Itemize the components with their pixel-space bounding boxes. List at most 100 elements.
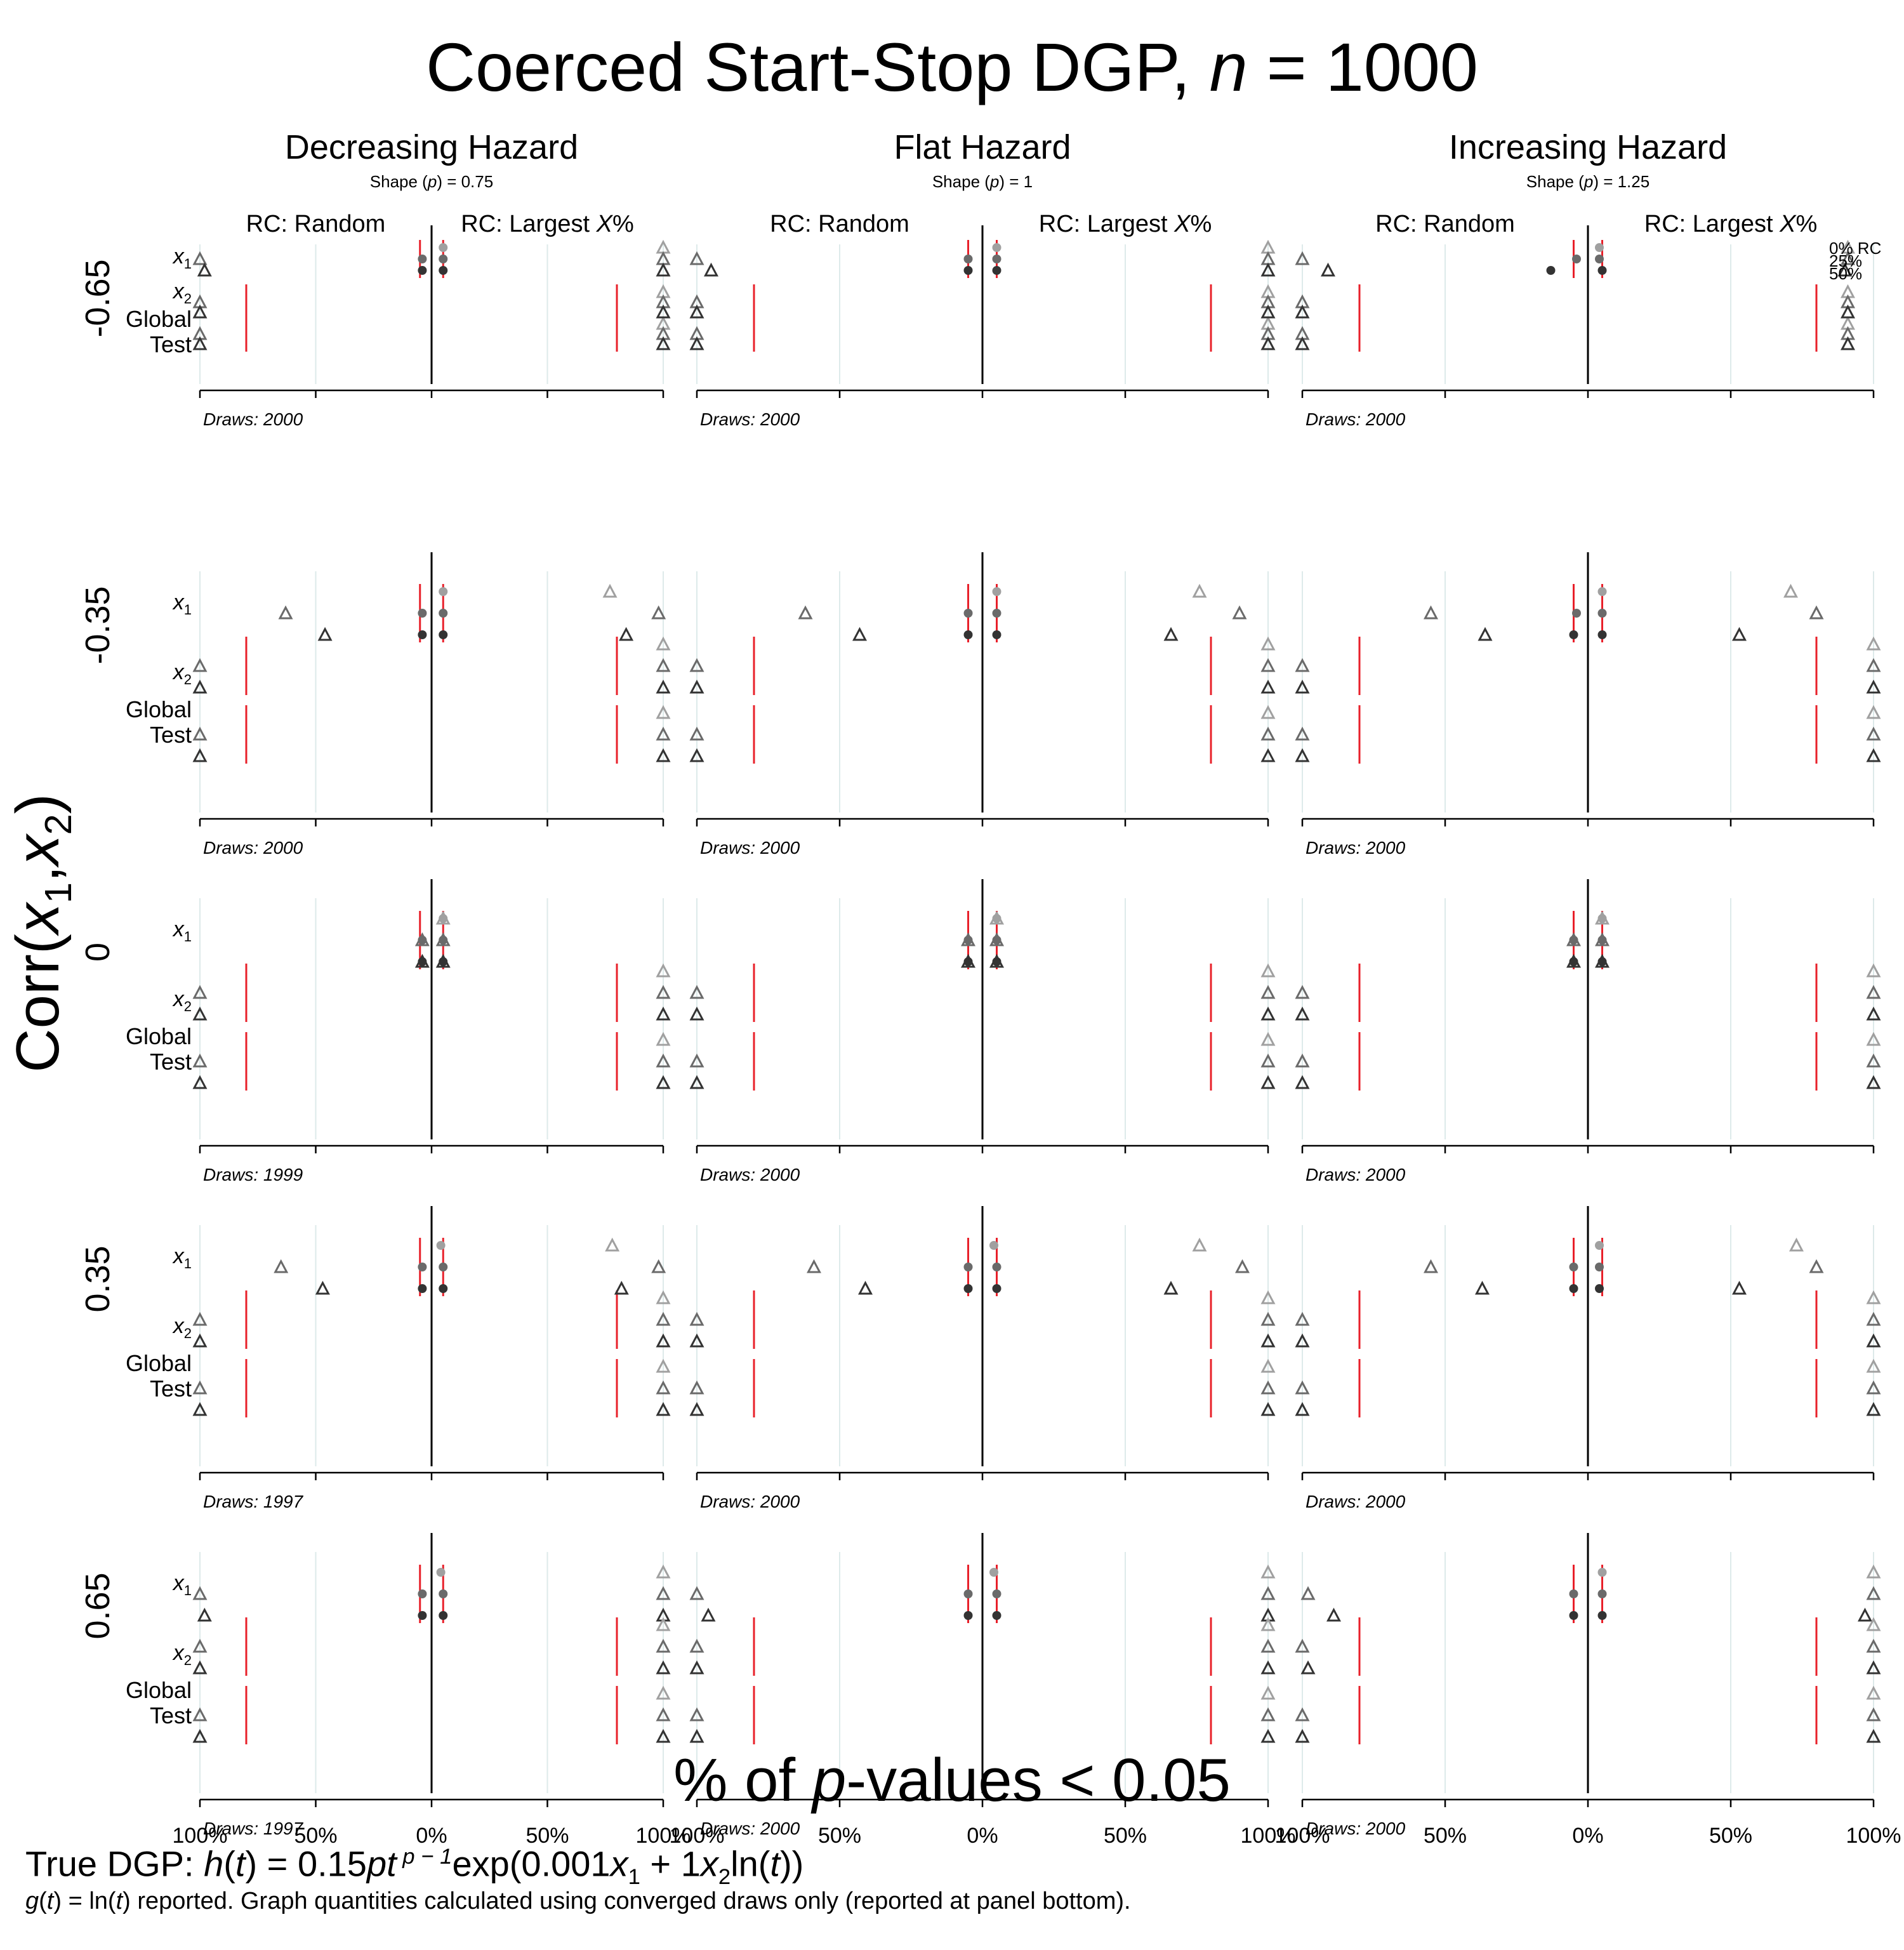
x2-triangle-left: [689, 985, 704, 999]
x2-triangle-right: [1866, 636, 1881, 651]
x1-triangle-left: [1566, 953, 1581, 968]
x1-triangle-right: [1789, 1237, 1804, 1252]
x1-circle-right: [1595, 255, 1604, 263]
x2-triangle-right: [1260, 963, 1276, 978]
x2-triangle-right: [1866, 1333, 1881, 1348]
x1-triangle-right: [656, 1564, 671, 1579]
x1-triangle-right: [1866, 1564, 1881, 1579]
x2-triangle-right: [1260, 1617, 1276, 1631]
x2-triangle-right: [1260, 1311, 1276, 1326]
x1-triangle-left: [1566, 932, 1581, 946]
global-triangle-right: [656, 748, 671, 762]
global-triangle-left: [1295, 1053, 1310, 1068]
x1-circle-right: [992, 1589, 1002, 1598]
global-label: Global: [126, 1350, 192, 1376]
x2-triangle-right: [1866, 963, 1881, 978]
draws-label: Draws: 1997: [203, 1819, 304, 1838]
global-triangle-left: [1295, 1380, 1310, 1395]
global-triangle-left: [689, 1402, 704, 1416]
x2-triangle-left: [689, 1006, 704, 1021]
x2-triangle-right: [1260, 679, 1276, 694]
x1-triangle-right: [651, 605, 666, 620]
x1-circle-right: [439, 630, 448, 639]
draws-label: Draws: 2000: [203, 838, 303, 858]
x1-circle-right: [1595, 1263, 1604, 1271]
x1-circle-left: [1569, 1263, 1578, 1271]
x2-triangle-right: [1260, 1660, 1276, 1675]
global-triangle-right: [1866, 1402, 1881, 1416]
x1-triangle-left: [197, 262, 212, 277]
x2-triangle-left: [192, 1333, 208, 1348]
half-label-random: RC: Random: [1375, 211, 1515, 237]
global-triangle-left: [192, 1053, 208, 1068]
x1-triangle-left: [1321, 262, 1335, 277]
x1-triangle-left: [689, 251, 704, 265]
x1-circle-left: [418, 1589, 427, 1598]
x1-circle-right: [439, 255, 448, 263]
variable-label: x1: [172, 917, 192, 945]
x1-circle-right: [992, 609, 1002, 618]
x2-triangle-left: [192, 658, 208, 672]
global-triangle-right: [1866, 1053, 1881, 1068]
x1-circle-right: [1597, 1611, 1607, 1620]
x1-circle-right: [439, 1611, 448, 1620]
x1-circle-right: [439, 243, 448, 252]
draws-label: Draws: 2000: [1306, 1165, 1406, 1184]
x2-triangle-right: [1866, 1290, 1881, 1304]
x2-triangle-left: [689, 1333, 704, 1348]
global-triangle-right: [1866, 1707, 1881, 1721]
global-triangle-right: [1260, 336, 1276, 350]
draws-label: Draws: 2000: [700, 409, 800, 429]
global-triangle-left: [689, 748, 704, 762]
x2-triangle-left: [689, 1638, 704, 1653]
x2-triangle-right: [656, 658, 671, 672]
row-label: -0.35: [79, 586, 117, 664]
x2-triangle-left: [1295, 1006, 1310, 1021]
global-triangle-right: [656, 705, 671, 719]
x-tick-label: 100%: [636, 1824, 691, 1848]
x1-triangle-left: [704, 262, 718, 277]
x1-circle-right: [1597, 587, 1607, 596]
x1-triangle-right: [1809, 1259, 1824, 1273]
x1-triangle-left: [961, 932, 975, 946]
x2-triangle-right: [656, 1660, 671, 1675]
global-triangle-left: [192, 1707, 208, 1721]
variable-label: x1: [172, 590, 192, 618]
x-tick-label: 100%: [1846, 1824, 1901, 1848]
x2-triangle-left: [1295, 658, 1310, 672]
x1-triangle-right: [1192, 583, 1207, 598]
x2-triangle-right: [656, 1006, 671, 1021]
x2-triangle-right: [656, 985, 671, 999]
x-tick-label: 50%: [818, 1824, 861, 1848]
x1-circle-right: [989, 1241, 998, 1250]
x-tick-label: 0%: [416, 1824, 447, 1848]
x2-triangle-right: [656, 636, 671, 651]
x2-triangle-right: [1260, 304, 1276, 319]
x1-circle-right: [992, 255, 1002, 263]
x1-triangle-right: [1595, 932, 1610, 946]
x1-triangle-right: [1732, 1280, 1747, 1295]
variable-label: x1: [172, 1571, 192, 1598]
x1-triangle-left: [798, 605, 813, 620]
x1-triangle-right: [656, 262, 671, 277]
draws-label: Draws: 2000: [1306, 838, 1406, 858]
x-tick-label: 0%: [967, 1824, 998, 1848]
x1-triangle-right: [1232, 605, 1247, 620]
global-triangle-left: [689, 336, 704, 350]
x1-triangle-right: [1192, 1237, 1207, 1252]
x2-triangle-left: [1295, 985, 1310, 999]
global-triangle-right: [1260, 1728, 1276, 1743]
x1-circle-left: [1569, 630, 1578, 639]
global-triangle-left: [689, 1053, 704, 1068]
global-triangle-left: [192, 1380, 208, 1395]
x2-triangle-right: [656, 1290, 671, 1304]
global-label: Global: [126, 306, 192, 332]
global-triangle-left: [192, 726, 208, 741]
variable-label: x2: [172, 660, 192, 687]
x1-circle-right: [992, 266, 1002, 275]
x1-triangle-right: [1595, 953, 1610, 968]
global-triangle-right: [1260, 1402, 1276, 1416]
x1-circle-right: [1595, 1241, 1604, 1250]
x2-triangle-left: [1295, 304, 1310, 319]
